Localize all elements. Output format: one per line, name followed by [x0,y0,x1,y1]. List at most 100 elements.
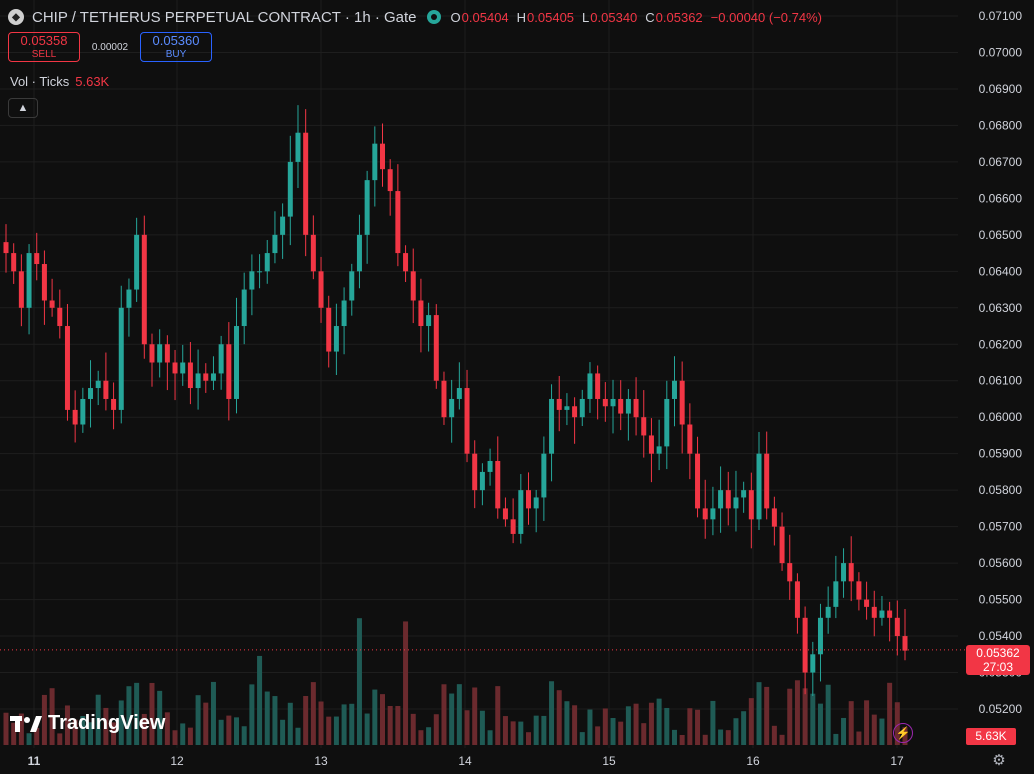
ohlc-high: H0.05405 [516,9,575,25]
candle-body [164,344,170,363]
candle-body [310,234,316,272]
volume-bar [510,721,516,745]
sell-price: 0.05358 [20,33,68,48]
volume-bar [234,717,240,745]
lightning-icon[interactable]: ⚡ [893,723,913,743]
candle-body [456,388,462,399]
volume-bar [18,713,24,745]
candle-body [203,373,209,381]
volume-bar [702,734,708,745]
candle-body [618,398,624,414]
volume-bar [502,716,508,745]
candle-body [833,581,839,607]
candle-body [18,271,24,308]
candle-body [518,490,524,534]
buy-button[interactable]: 0.05360 BUY [140,32,212,62]
y-tick-label: 0.06800 [979,118,1023,132]
volume-bar [410,713,416,745]
volume-bar [887,682,893,745]
sell-button[interactable]: 0.05358 SELL [8,32,80,62]
candle-body [779,526,785,564]
volume-bar [810,693,816,745]
candle-body [902,636,908,651]
candle-body [426,315,432,327]
volume-bar [549,681,555,745]
y-tick-label: 0.05600 [979,556,1023,570]
volume-bar [771,725,777,745]
candle-body [802,617,808,673]
symbol-title[interactable]: CHIP / TETHERUS PERPETUAL CONTRACT · 1h … [32,8,417,26]
candle-body [34,253,40,265]
y-tick-label: 0.05500 [979,593,1023,607]
volume-bar [310,682,316,745]
candle-body [718,490,724,509]
candle-body [610,398,616,407]
volume-bar [794,680,800,745]
volume-bar [257,655,263,745]
x-tick-label: 13 [314,754,328,768]
candle-body [95,380,101,389]
candle-body [502,508,508,520]
bar-countdown: 27:03 [982,660,1014,674]
candle-body [794,581,800,618]
chip-symbol-icon: ◆ [8,9,24,25]
volume-bar [326,716,332,745]
volume-legend[interactable]: Vol · Ticks 5.63K [10,74,109,89]
volume-bar [349,703,355,745]
volume-bar [725,730,731,745]
gear-icon[interactable]: ⚙ [992,752,1006,769]
y-tick-label: 0.07100 [979,9,1023,23]
volume-bar [525,732,531,745]
volume-bar [748,698,754,745]
volume-bar [26,733,32,745]
candle-body [157,344,163,363]
y-tick-label: 0.06200 [979,337,1023,351]
volume-bar [180,723,186,745]
volume-bar [249,684,255,745]
candle-body [510,519,516,534]
volume-bar [464,710,470,745]
volume-bar [380,694,386,745]
candle-body [364,180,370,235]
candle-body [825,606,831,618]
volume-bar [610,718,616,745]
candle-body [595,373,601,399]
brand-name: TradingView [48,712,166,734]
candle-body [894,617,900,637]
volume-bar [479,710,485,745]
candle-body [172,362,178,374]
candle-body [648,435,654,454]
candle-body [303,132,309,235]
y-tick-label: 0.05700 [979,520,1023,534]
y-tick-label: 0.05200 [979,702,1023,716]
candle-body [756,453,762,520]
ohlc-close: C0.05362 [645,9,703,25]
candle-body [887,610,893,618]
volume-bar [848,701,854,745]
volume-bar [595,726,601,745]
candle-body [541,453,547,498]
x-tick-label: 17 [890,754,904,768]
volume-bar [118,700,124,745]
volume-bar [11,722,17,745]
candle-body [656,446,662,454]
volume-bar [356,618,362,745]
volume-bar [518,721,524,745]
market-status-icon[interactable] [426,10,441,24]
volume-bar [648,702,654,745]
volume-bar [787,688,793,745]
volume-bar [687,708,693,745]
candle-body [126,289,132,308]
y-tick-label: 0.06500 [979,228,1023,242]
candle-body [787,563,793,582]
volume-bar [134,682,140,745]
candle-body [702,508,708,520]
volume-bar [157,690,163,745]
chevron-up-icon[interactable]: ▲ [8,98,38,118]
candle-body [234,326,240,399]
volume-axis-label: 5.63K [966,728,1016,745]
chart-header: ◆ CHIP / TETHERUS PERPETUAL CONTRACT · 1… [8,7,822,27]
volume-bar [287,702,293,745]
tradingview-logo[interactable]: TradingView [10,712,165,735]
